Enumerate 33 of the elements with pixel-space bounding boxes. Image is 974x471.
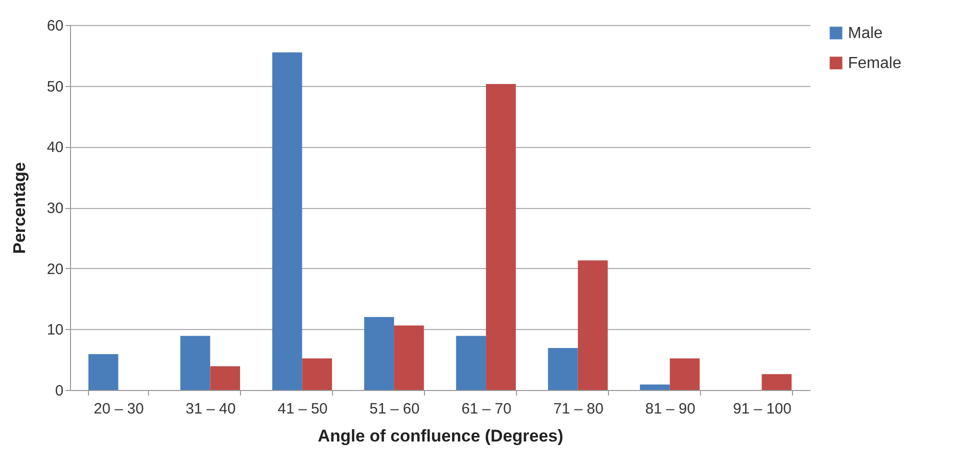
x-tick-label: 51 – 60 bbox=[370, 400, 420, 418]
y-tick-label: 0 bbox=[55, 382, 64, 400]
bar bbox=[272, 52, 302, 390]
x-tick-label: 20 – 30 bbox=[94, 400, 144, 418]
x-tick-label: 61 – 70 bbox=[461, 400, 512, 418]
y-tick-label: 40 bbox=[46, 139, 64, 156]
bar bbox=[180, 336, 210, 390]
bar bbox=[548, 348, 578, 390]
legend-label: Male bbox=[848, 25, 883, 42]
x-tick-label: 41 – 50 bbox=[278, 400, 328, 418]
bar bbox=[394, 326, 424, 390]
y-axis-title: Percentage bbox=[10, 162, 29, 254]
x-tick-label: 31 – 40 bbox=[186, 400, 236, 418]
bar bbox=[364, 317, 394, 390]
x-tick-label: 91 – 100 bbox=[733, 400, 792, 418]
bar bbox=[578, 260, 608, 390]
bar bbox=[210, 366, 240, 390]
legend-label: Female bbox=[848, 55, 902, 72]
y-tick-label: 50 bbox=[46, 78, 64, 96]
y-tick-label: 60 bbox=[46, 18, 64, 34]
x-tick-label: 81 – 90 bbox=[645, 400, 696, 418]
bar bbox=[88, 354, 118, 390]
bar bbox=[670, 358, 700, 390]
bar bbox=[762, 374, 792, 390]
y-tick-label: 10 bbox=[46, 322, 64, 339]
y-tick-label: 20 bbox=[46, 260, 64, 278]
bar bbox=[456, 336, 486, 390]
y-tick-label: 30 bbox=[46, 200, 64, 217]
x-axis-title: Angle of confluence (Degrees) bbox=[318, 426, 564, 446]
x-tick-label: 71 – 80 bbox=[553, 400, 604, 418]
bar bbox=[486, 84, 516, 390]
bar bbox=[640, 384, 670, 390]
bar bbox=[302, 358, 332, 390]
